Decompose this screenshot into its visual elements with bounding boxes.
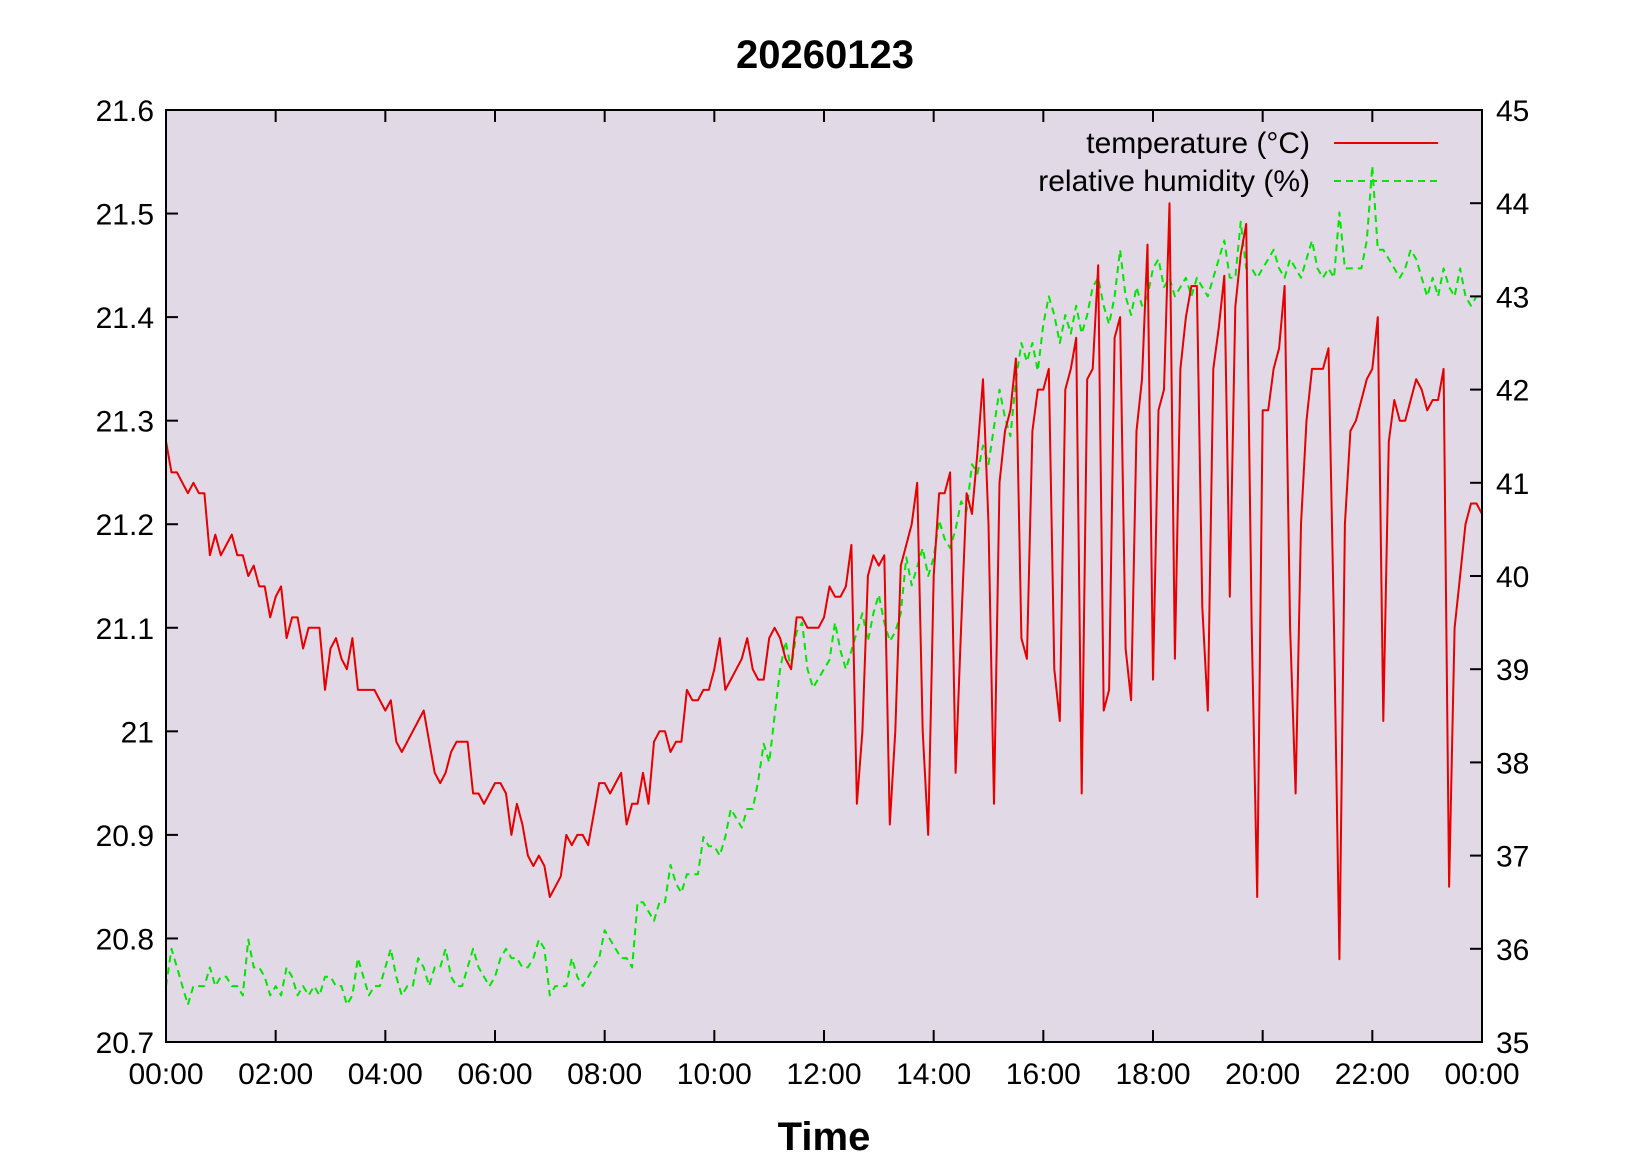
y2-tick-label: 39 [1496, 654, 1529, 687]
y2-tick-label: 36 [1496, 934, 1529, 967]
y-tick-label: 20.9 [96, 820, 154, 853]
legend-label: temperature (°C) [1086, 127, 1310, 160]
y2-tick-label: 45 [1496, 95, 1529, 128]
y-tick-label: 20.7 [96, 1027, 154, 1060]
y-tick-label: 21 [121, 716, 154, 749]
x-tick-label: 10:00 [677, 1058, 752, 1091]
x-axis-title: Time [778, 1115, 871, 1155]
x-tick-label: 20:00 [1225, 1058, 1300, 1091]
x-tick-label: 06:00 [457, 1058, 532, 1091]
y-tick-label: 20.8 [96, 923, 154, 956]
x-tick-label: 00:00 [1444, 1058, 1519, 1091]
x-tick-label: 16:00 [1006, 1058, 1081, 1091]
y2-tick-label: 37 [1496, 841, 1529, 874]
legend: temperature (°C) relative humidity (%) [1038, 127, 1438, 198]
x-tick-label: 00:00 [128, 1058, 203, 1091]
y2-tick-label: 42 [1496, 375, 1529, 408]
y2-tick-label: 41 [1496, 468, 1529, 501]
y2-tick-label: 40 [1496, 561, 1529, 594]
temperature-series-line [165, 202, 1483, 961]
ticks-layer: 00:00 02:00 04:00 06:00 08:00 10:00 12:00 14:00… [96, 95, 1530, 1091]
y2-tick-label: 44 [1496, 188, 1529, 221]
x-tick-label: 02:00 [238, 1058, 313, 1091]
y-tick-label: 21.2 [96, 509, 154, 542]
y-tick-label: 21.1 [96, 613, 154, 646]
y2-tick-label: 38 [1496, 747, 1529, 780]
y2-tick-label: 43 [1496, 281, 1529, 314]
y-tick-label: 21.3 [96, 406, 154, 439]
x-tick-label: 18:00 [1115, 1058, 1190, 1091]
y-tick-label: 21.5 [96, 199, 154, 232]
y-tick-label: 21.6 [96, 95, 154, 128]
chart-title: 20260123 [736, 33, 914, 77]
y2-tick-label: 35 [1496, 1027, 1529, 1060]
x-tick-label: 08:00 [567, 1058, 642, 1091]
plot-area [166, 110, 1482, 1042]
x-tick-label: 12:00 [786, 1058, 861, 1091]
y-tick-label: 21.4 [96, 302, 154, 335]
legend-label: relative humidity (%) [1038, 165, 1310, 198]
x-tick-label: 22:00 [1335, 1058, 1410, 1091]
x-tick-label: 04:00 [348, 1058, 423, 1091]
series-layer [165, 164, 1483, 1006]
humidity-series-line [165, 164, 1482, 1006]
x-tick-label: 14:00 [896, 1058, 971, 1091]
